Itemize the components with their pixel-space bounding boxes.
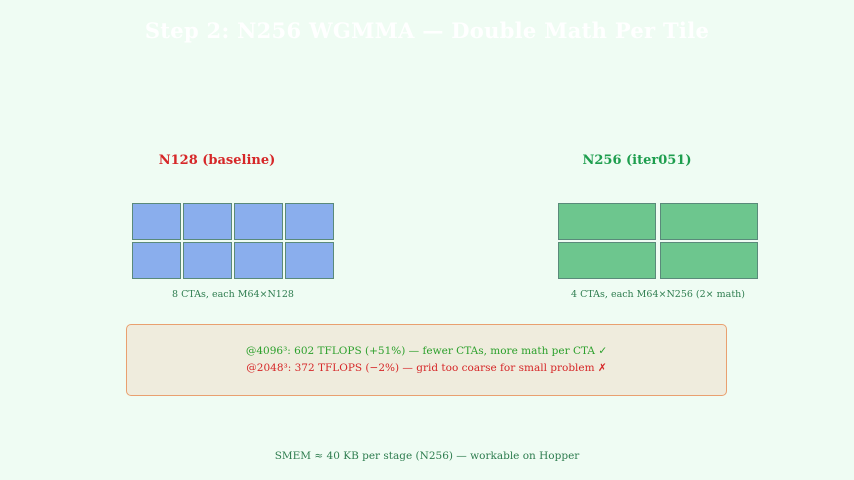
result-2048-line: @2048³: 372 TFLOPS (−2%) — grid too coar… xyxy=(246,362,607,374)
n256-caption: 4 CTAs, each M64×N256 (2× math) xyxy=(571,289,745,300)
page-title: Step 2: N256 WGMMA — Double Math Per Til… xyxy=(144,18,710,43)
cta-tile xyxy=(660,242,758,279)
results-callout: @4096³: 602 TFLOPS (+51%) — fewer CTAs, … xyxy=(126,324,727,396)
cta-tile xyxy=(132,242,181,279)
cta-tile xyxy=(183,203,232,240)
cta-tile xyxy=(558,203,656,240)
cta-tile xyxy=(183,242,232,279)
baseline-label: N128 (baseline) xyxy=(158,153,276,168)
cta-tile xyxy=(285,242,334,279)
baseline-caption: 8 CTAs, each M64×N128 xyxy=(172,289,294,300)
cta-tile xyxy=(234,242,283,279)
smem-footnote: SMEM ≈ 40 KB per stage (N256) — workable… xyxy=(274,450,580,462)
result-4096-line: @4096³: 602 TFLOPS (+51%) — fewer CTAs, … xyxy=(245,345,608,357)
cta-tile xyxy=(660,203,758,240)
cta-tile xyxy=(132,203,181,240)
cta-tile xyxy=(558,242,656,279)
cta-tile xyxy=(234,203,283,240)
cta-tile xyxy=(285,203,334,240)
n256-label: N256 (iter051) xyxy=(582,153,692,168)
